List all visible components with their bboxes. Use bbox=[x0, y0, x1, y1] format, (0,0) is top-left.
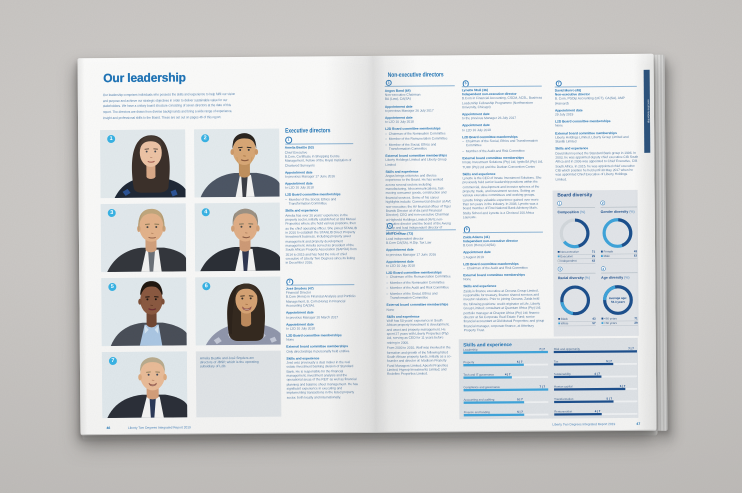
svg-text:Human capital: Human capital bbox=[554, 384, 573, 388]
svg-text:Property: Property bbox=[463, 360, 474, 364]
svg-text:Male: Male bbox=[604, 253, 611, 257]
svg-text:6 | 7: 6 | 7 bbox=[619, 383, 625, 387]
svg-text:4 | 7: 4 | 7 bbox=[505, 372, 511, 376]
svg-text:Independent: Independent bbox=[560, 258, 576, 262]
svg-text:Compliance and governance: Compliance and governance bbox=[463, 384, 500, 388]
svg-text:Risk and opportunity: Risk and opportunity bbox=[554, 346, 581, 350]
svg-text:Finance and funding: Finance and funding bbox=[464, 410, 490, 414]
svg-text:Age diversity (%): Age diversity (%) bbox=[601, 275, 629, 279]
svg-text:56.3 years: 56.3 years bbox=[611, 299, 625, 303]
svg-text:executive leadership: executive leadership bbox=[646, 99, 650, 123]
svg-text:Gender diversity (%): Gender diversity (%) bbox=[601, 209, 635, 213]
svg-text:Female: Female bbox=[604, 249, 614, 253]
svg-text:4: 4 bbox=[602, 266, 604, 270]
svg-text:57: 57 bbox=[634, 253, 638, 257]
svg-text:7 | 7: 7 | 7 bbox=[539, 384, 545, 388]
svg-text:43: 43 bbox=[592, 316, 596, 320]
svg-text:43: 43 bbox=[592, 258, 596, 262]
svg-text:57: 57 bbox=[592, 321, 596, 325]
svg-text:71: 71 bbox=[592, 249, 596, 253]
svg-text:Tech and IT governance: Tech and IT governance bbox=[463, 372, 494, 376]
svg-text:Non-executive: Non-executive bbox=[560, 249, 579, 253]
svg-text:29: 29 bbox=[592, 254, 596, 258]
svg-text:4 | 7: 4 | 7 bbox=[594, 371, 600, 375]
svg-text:Tax: Tax bbox=[554, 359, 559, 363]
svg-text:43: 43 bbox=[634, 249, 638, 253]
svg-text:Leadership: Leadership bbox=[463, 347, 478, 351]
svg-text:Black: Black bbox=[561, 316, 569, 320]
svg-text:Sustainability: Sustainability bbox=[554, 371, 572, 375]
svg-text:7 | 7: 7 | 7 bbox=[539, 347, 545, 351]
svg-text:>60 years: >60 years bbox=[604, 320, 617, 324]
svg-text:Transformation: Transformation bbox=[554, 396, 574, 400]
svg-text:Executive: Executive bbox=[560, 254, 573, 258]
svg-text:71: 71 bbox=[634, 316, 638, 320]
svg-text:Remuneration: Remuneration bbox=[554, 409, 572, 413]
svg-text:Composition (%): Composition (%) bbox=[557, 210, 585, 214]
svg-text:Accounting and auditing: Accounting and auditing bbox=[463, 397, 494, 401]
svg-text:5 | 7: 5 | 7 bbox=[606, 359, 612, 363]
svg-text:29: 29 bbox=[634, 320, 638, 324]
svg-text:3: 3 bbox=[559, 267, 561, 271]
svg-text:<60 years: <60 years bbox=[604, 316, 617, 320]
svg-text:5 | 7: 5 | 7 bbox=[517, 359, 523, 363]
svg-text:White: White bbox=[561, 321, 569, 325]
svg-text:5 | 7: 5 | 7 bbox=[517, 397, 523, 401]
svg-text:5 | 7: 5 | 7 bbox=[606, 396, 612, 400]
svg-text:4 | 7: 4 | 7 bbox=[594, 409, 600, 413]
svg-text:2: 2 bbox=[602, 201, 604, 205]
svg-text:5 | 7: 5 | 7 bbox=[517, 409, 523, 413]
svg-text:7 | 7: 7 | 7 bbox=[628, 346, 634, 350]
svg-text:Racial diversity (%): Racial diversity (%) bbox=[558, 275, 590, 279]
svg-text:1: 1 bbox=[559, 201, 561, 205]
